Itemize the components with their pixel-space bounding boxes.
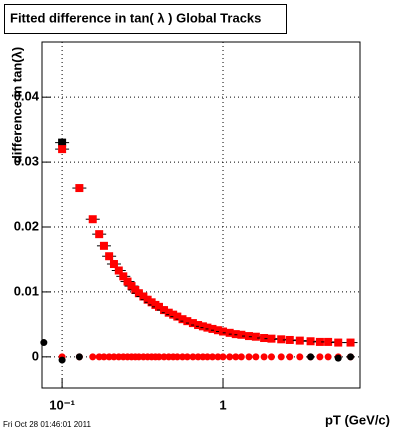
marker (267, 353, 275, 361)
marker (134, 289, 143, 298)
marker (237, 330, 246, 339)
marker (40, 339, 48, 347)
marker (316, 353, 324, 361)
marker (173, 312, 182, 321)
x-axis-label: pT (GeV/c) (325, 412, 390, 427)
marker (214, 353, 222, 361)
marker (260, 334, 269, 343)
marker (139, 292, 148, 301)
marker (285, 335, 294, 344)
chart-title: Fitted difference in tan( λ ) Global Tra… (10, 10, 261, 25)
marker (100, 353, 108, 361)
y-tick-label: 0 (32, 348, 39, 363)
marker (219, 327, 228, 336)
marker (89, 353, 97, 361)
marker (188, 319, 197, 328)
marker (164, 308, 173, 317)
marker (58, 145, 67, 154)
marker (277, 335, 286, 344)
marker (160, 306, 169, 315)
marker (154, 302, 163, 311)
marker (347, 353, 355, 361)
marker (155, 353, 163, 361)
marker (267, 334, 276, 343)
marker (194, 321, 203, 330)
marker (178, 353, 186, 361)
marker (213, 326, 222, 335)
marker (260, 353, 268, 361)
y-tick-label: 0.01 (14, 283, 39, 298)
marker (334, 354, 342, 362)
marker (296, 353, 304, 361)
marker (334, 338, 343, 347)
marker (183, 353, 191, 361)
marker (109, 260, 118, 269)
marker (169, 310, 178, 319)
marker (95, 230, 104, 239)
marker (75, 184, 84, 193)
marker (245, 353, 253, 361)
marker (88, 215, 97, 224)
plot-frame (41, 41, 361, 389)
marker (173, 353, 181, 361)
marker (232, 353, 240, 361)
marker (208, 353, 216, 361)
x-tick-label: 10⁻¹ (49, 397, 75, 412)
marker (110, 353, 118, 361)
marker (58, 356, 66, 364)
marker (123, 277, 132, 286)
marker (324, 353, 332, 361)
marker (277, 353, 285, 361)
marker (189, 353, 197, 361)
marker (194, 353, 202, 361)
marker (244, 332, 253, 341)
footer-date: Fri Oct 28 01:46:01 2011 (3, 420, 91, 429)
title-box (4, 4, 287, 34)
marker (208, 324, 217, 333)
marker (251, 332, 260, 341)
marker (198, 322, 207, 331)
marker (307, 353, 315, 361)
marker (295, 336, 304, 345)
y-tick-label: 0.02 (14, 218, 39, 233)
marker (105, 353, 113, 361)
marker (231, 330, 240, 339)
x-tick-label: 1 (219, 397, 226, 412)
marker (105, 252, 114, 261)
marker (237, 353, 245, 361)
marker (58, 138, 67, 147)
marker (119, 272, 128, 281)
y-tick-label: 0.04 (14, 89, 40, 104)
marker (286, 353, 294, 361)
marker (225, 328, 234, 337)
marker (203, 323, 212, 332)
marker (346, 338, 355, 347)
marker (252, 353, 260, 361)
marker (324, 337, 333, 346)
marker (203, 353, 211, 361)
marker (178, 315, 187, 324)
marker (226, 353, 234, 361)
marker (99, 241, 108, 250)
y-tick-label: 0.03 (14, 154, 39, 169)
marker (306, 337, 315, 346)
marker (75, 353, 83, 361)
marker (315, 337, 324, 346)
y-axis-label: difference in tan(λ) (9, 47, 24, 163)
marker (114, 266, 123, 275)
marker (183, 317, 192, 326)
marker (219, 353, 227, 361)
